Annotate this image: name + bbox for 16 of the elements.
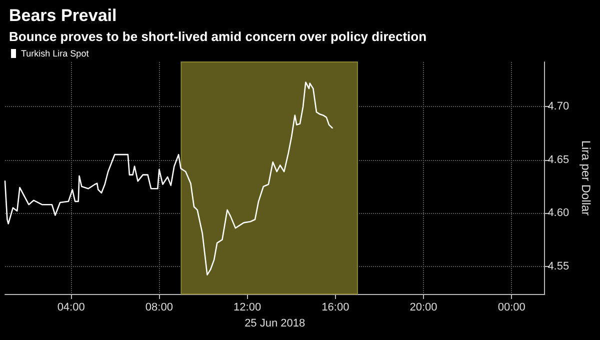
x-tick-label: 04:00 bbox=[57, 302, 85, 314]
x-tick-label: 00:00 bbox=[498, 302, 526, 314]
y-tick-label: 4.60 bbox=[548, 207, 570, 220]
x-tick-label: 12:00 bbox=[234, 302, 262, 314]
y-tick-label: 4.70 bbox=[548, 100, 570, 113]
x-tick-label: 08:00 bbox=[145, 302, 173, 314]
y-tick-label: 4.65 bbox=[548, 154, 570, 166]
chart-title: Bears Prevail bbox=[9, 6, 117, 25]
legend-label: Turkish Lira Spot bbox=[21, 48, 90, 58]
y-axis-title: Lira per Dollar bbox=[579, 140, 593, 216]
x-tick-label: 16:00 bbox=[322, 302, 350, 314]
x-tick-label: 20:00 bbox=[410, 302, 438, 314]
x-axis-title: 25 Jun 2018 bbox=[244, 317, 306, 330]
chart-subtitle: Bounce proves to be short-lived amid concern over policy direction bbox=[9, 29, 427, 44]
y-tick-label: 4.55 bbox=[548, 260, 570, 272]
line-series bbox=[4, 82, 333, 276]
